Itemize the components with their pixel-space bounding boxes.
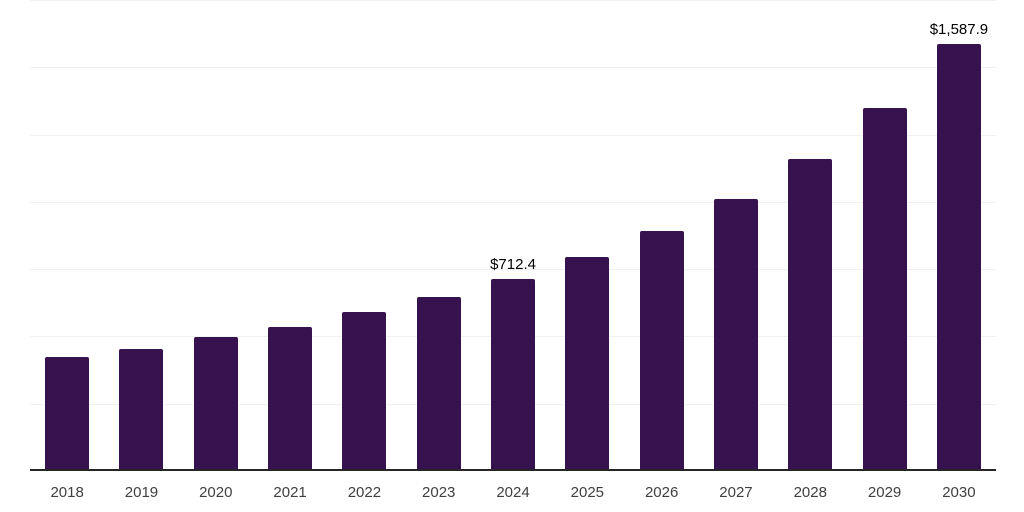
bar-slot bbox=[773, 0, 847, 471]
x-tick-label-2019: 2019 bbox=[124, 484, 159, 501]
gridline bbox=[30, 269, 996, 271]
plot-area: $712.4 $1,587.9 bbox=[30, 0, 996, 471]
bar-2020 bbox=[193, 337, 238, 471]
x-tick-label-2024: 2024 bbox=[496, 484, 530, 501]
bar-slot bbox=[625, 0, 699, 471]
x-axis-line bbox=[30, 469, 996, 471]
x-tick-label-2030: 2030 bbox=[942, 484, 976, 501]
bars-container: $712.4 $1,587.9 bbox=[30, 0, 996, 471]
bar-2021 bbox=[268, 326, 313, 471]
bar-2030: $1,587.9 bbox=[930, 22, 988, 471]
gridline bbox=[30, 201, 996, 203]
bar-slot bbox=[847, 0, 921, 471]
bar-slot bbox=[550, 0, 624, 471]
bar-2023 bbox=[416, 297, 461, 471]
bar-2025 bbox=[565, 256, 610, 471]
x-axis-labels: 2018 2019 2020 2021 2022 2023 2024 2025 2026 2027… bbox=[30, 483, 996, 503]
x-tick-label-2027: 2027 bbox=[719, 484, 753, 501]
bar-slot: $1,587.9 bbox=[922, 0, 996, 471]
bar-2026 bbox=[639, 231, 684, 471]
bar-slot bbox=[253, 0, 327, 471]
x-tick-label-2028: 2028 bbox=[793, 484, 827, 501]
x-tick-label-2029: 2029 bbox=[867, 484, 902, 501]
x-tick-label-2021: 2021 bbox=[273, 484, 307, 501]
x-tick-label-2022: 2022 bbox=[347, 484, 382, 501]
bar-slot bbox=[699, 0, 773, 471]
x-tick-label-2020: 2020 bbox=[199, 484, 233, 501]
bar-slot: $712.4 bbox=[476, 0, 550, 471]
x-tick-label-2025: 2025 bbox=[570, 484, 605, 501]
bar-slot bbox=[30, 0, 104, 471]
gridline bbox=[30, 134, 996, 136]
bar-slot bbox=[179, 0, 253, 471]
x-tick-label-2026: 2026 bbox=[644, 484, 679, 501]
data-label-2030: $1,587.9 bbox=[929, 20, 989, 38]
bar-2018 bbox=[45, 357, 90, 471]
x-tick-label-2018: 2018 bbox=[50, 484, 84, 501]
bar-slot bbox=[104, 0, 178, 471]
gridline bbox=[30, 67, 996, 69]
x-tick-label-2023: 2023 bbox=[422, 484, 456, 501]
data-label-2024: $712.4 bbox=[490, 256, 536, 274]
bar-2019 bbox=[119, 348, 164, 471]
bar-2028 bbox=[788, 159, 833, 471]
gridline bbox=[30, 0, 996, 1]
bar-slot bbox=[327, 0, 401, 471]
bar-2024: $712.4 bbox=[490, 257, 536, 471]
bar-slot bbox=[402, 0, 476, 471]
bar-2027 bbox=[713, 198, 758, 471]
bar-2029 bbox=[862, 108, 907, 471]
bar-2022 bbox=[342, 311, 387, 471]
